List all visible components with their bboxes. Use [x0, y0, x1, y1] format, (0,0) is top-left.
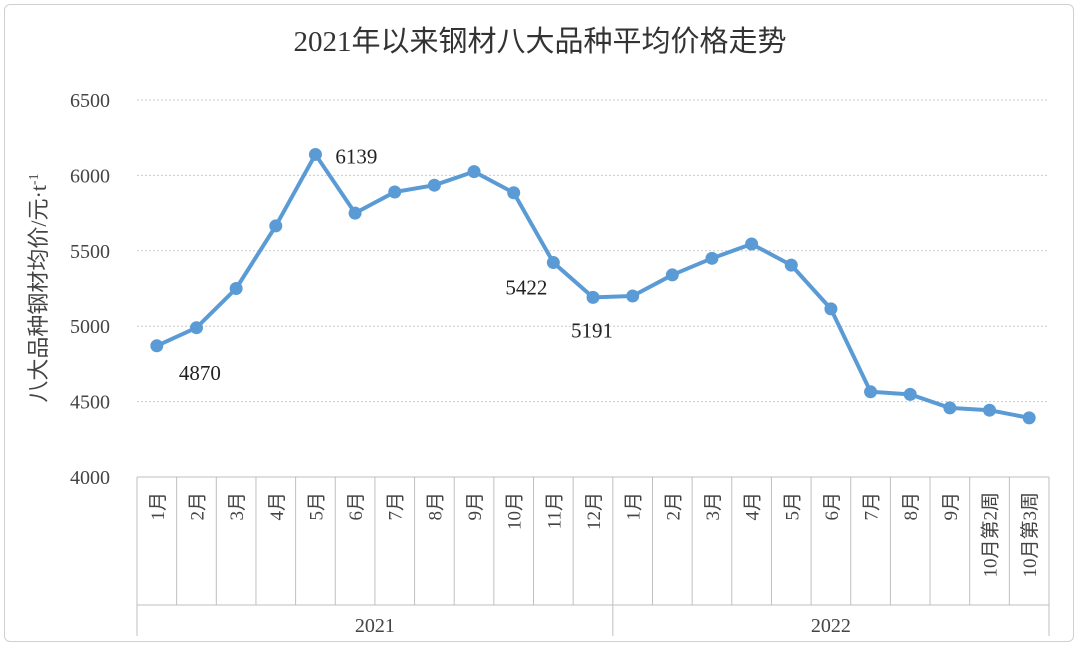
data-point: [507, 186, 521, 200]
series-points: [150, 147, 1036, 425]
data-point: [586, 290, 600, 304]
x-tick-label: 12月: [584, 492, 605, 530]
x-tick-label: 10月第3周: [1019, 492, 1041, 578]
chart-frame: [4, 4, 1074, 642]
data-point: [705, 251, 719, 265]
gridlines: [137, 99, 1049, 403]
x-tick-label: 1月: [148, 492, 169, 521]
data-point: [824, 302, 838, 316]
x-tick-label: 3月: [227, 492, 248, 521]
y-tick-label: 5000: [70, 316, 110, 338]
data-point: [983, 403, 997, 417]
x-tick-label: 6月: [346, 492, 367, 521]
axes: [136, 476, 1050, 636]
data-point: [189, 321, 203, 335]
y-tick-label: 5500: [70, 241, 110, 263]
data-point: [269, 219, 283, 233]
y-tick-label: 6500: [70, 90, 110, 112]
x-tick-label: 8月: [901, 492, 922, 521]
x-tick-label: 5月: [782, 492, 803, 521]
x-tick-label: 1月: [624, 492, 645, 521]
chart-title: 2021年以来钢材八大品种平均价格走势: [293, 25, 786, 58]
data-point: [864, 385, 878, 399]
data-label: 4870: [179, 361, 221, 385]
x-tick-label: 9月: [465, 492, 486, 521]
data-point: [308, 147, 322, 161]
data-point: [229, 282, 243, 295]
x-tick-label: 9月: [941, 492, 962, 521]
data-point: [943, 401, 957, 415]
x-group-label: 2022: [811, 615, 851, 637]
y-axis-label-text: 八大品种钢材均价/元·t: [26, 185, 51, 403]
data-point: [427, 178, 441, 192]
data-point: [745, 237, 759, 251]
y-tick-labels: 4000 4500 5000 5500 6000 6500: [70, 90, 110, 489]
data-point: [626, 289, 640, 303]
series-line: [155, 152, 1030, 420]
y-axis-label-superscript: -1: [27, 173, 42, 185]
x-tick-label: 2月: [187, 492, 208, 521]
data-point: [903, 387, 917, 401]
series-line-path: [155, 152, 1030, 420]
x-tick-label: 3月: [703, 492, 724, 521]
x-tick-label: 2月: [663, 492, 684, 521]
data-point: [388, 185, 402, 199]
x-tick-label: 8月: [425, 492, 446, 521]
y-tick-label: 6000: [70, 165, 110, 187]
data-point: [1022, 411, 1036, 425]
data-label: 6139: [335, 144, 377, 168]
x-tick-label: 10月第2周: [980, 492, 1002, 578]
x-tick-label: 11月: [544, 492, 565, 529]
data-point: [467, 165, 481, 179]
x-tick-label: 7月: [386, 492, 407, 521]
y-axis-label: 八大品种钢材均价/元·t-1: [26, 173, 51, 402]
x-tick-label: 4月: [267, 492, 288, 521]
x-group-labels: 2021 2022: [355, 615, 851, 637]
y-tick-label: 4500: [70, 392, 110, 414]
data-label: 5191: [571, 318, 613, 342]
data-point: [665, 268, 679, 282]
x-category-labels: 1月 2月 3月 4月 5月 6月 7月 8月 9月 10月 11月 12月 1月 2月 3月 4月 5月 6月 7…: [148, 492, 1041, 578]
data-point: [150, 339, 164, 353]
x-tick-label: 10月: [505, 492, 526, 530]
x-group-label: 2021: [355, 615, 395, 637]
y-tick-label: 4000: [70, 467, 110, 489]
x-tick-label: 5月: [306, 492, 327, 521]
data-label: 5422: [505, 276, 547, 300]
x-tick-label: 7月: [862, 492, 883, 521]
data-point: [546, 256, 560, 270]
x-tick-label: 4月: [743, 492, 764, 521]
x-tick-label: 6月: [822, 492, 843, 521]
data-point: [348, 206, 362, 220]
data-labels: 4870 6139 5422 5191: [179, 144, 613, 384]
data-point: [784, 258, 798, 272]
